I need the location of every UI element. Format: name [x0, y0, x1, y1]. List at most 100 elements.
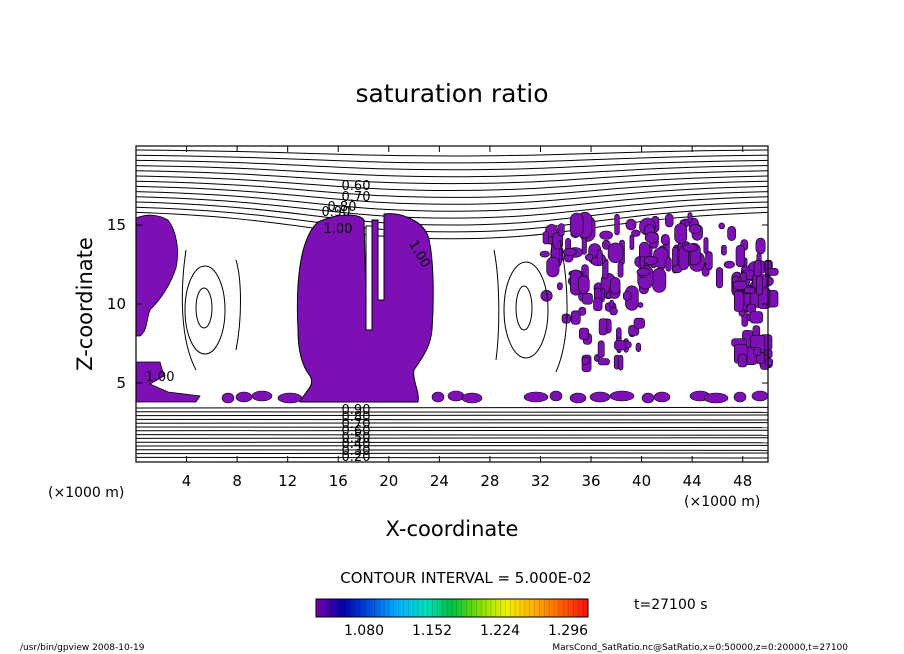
- cloud-blob: [581, 356, 590, 365]
- cloud-blob: [606, 291, 611, 299]
- lower-contour-line: [135, 456, 769, 459]
- x-tick-label: 24: [430, 472, 449, 490]
- upper-contour-line: [135, 175, 769, 192]
- low-cloud-patch: [703, 392, 729, 404]
- cloud-blob: [578, 327, 589, 340]
- cloud-blob: [735, 244, 745, 268]
- lower-contour-line: [135, 444, 769, 447]
- chart-title: saturation ratio: [355, 79, 548, 108]
- cloud-blob: [715, 267, 723, 289]
- cloud-blob: [664, 213, 674, 228]
- central-cloud-gap: [365, 225, 373, 331]
- cloud-blob: [764, 358, 774, 366]
- low-cloud-patch: [447, 390, 465, 402]
- loop-contours: [181, 239, 568, 373]
- cloud-blob: [718, 222, 726, 230]
- cloud-blob: [597, 340, 605, 358]
- contour-label: 1.00: [324, 222, 353, 237]
- cloud-blob: [562, 248, 577, 256]
- colorbar-gradient: [316, 599, 588, 617]
- lower-contour-line: [135, 411, 769, 413]
- upper-contour-line: [135, 180, 769, 198]
- x-tick-label: 4: [182, 472, 192, 490]
- cloud-blob: [733, 280, 747, 290]
- x-tick-label: 28: [480, 472, 499, 490]
- cloud-blob: [578, 306, 587, 316]
- cloud-blob: [756, 275, 764, 296]
- contour-label: 0.60: [342, 179, 371, 194]
- upper-contour-line: [135, 191, 769, 212]
- low-cloud-patch: [549, 390, 563, 402]
- cloud-blob: [614, 213, 620, 236]
- contour-label: 0.80: [328, 200, 357, 215]
- cloud-blob: [633, 317, 645, 329]
- lower-contour-line: [135, 441, 769, 444]
- lower-contour-line: [135, 434, 769, 436]
- x-tick-label: 32: [531, 472, 550, 490]
- y-axis-label: Z-coordinate: [73, 237, 97, 371]
- cloud-blob: [557, 282, 563, 291]
- x-tick-label: 12: [278, 472, 297, 490]
- cloud-blob: [644, 231, 659, 244]
- footer-right: MarsCond_SatRatio.nc@SatRatio,x=0:50000,…: [552, 643, 848, 653]
- cloud-blob: [597, 358, 610, 366]
- low-cloud-patch: [235, 391, 253, 403]
- cloud-blob: [688, 224, 702, 235]
- cloud-blob: [610, 277, 621, 294]
- contour-label: 0.90: [342, 403, 371, 418]
- x-tick-label: 8: [232, 472, 242, 490]
- cloud-blob: [753, 347, 762, 356]
- footer-left: /usr/bin/gpview 2008-10-19: [20, 643, 145, 653]
- cloud-blob: [665, 257, 672, 272]
- cloud-blob: [636, 267, 651, 277]
- cloud-blob: [755, 237, 766, 255]
- contour-labels: 0.600.700.800.901.001.001.000.900.800.70…: [146, 179, 433, 465]
- lower-contour-line: [135, 452, 769, 455]
- contour-label: 0.70: [342, 417, 371, 432]
- low-cloud-patch: [653, 391, 671, 403]
- cloud-blob: [622, 291, 632, 301]
- y-tick-label: 10: [107, 295, 126, 313]
- y-tick-labels: 5 10 15: [107, 216, 126, 392]
- x-tick-label: 36: [581, 472, 600, 490]
- contour-label: 0.80: [342, 410, 371, 425]
- cloud-blob: [652, 267, 667, 293]
- y-axis-ticks: [136, 224, 768, 384]
- colorbar-tick-label: 1.296: [548, 623, 588, 639]
- cloud-blob: [635, 342, 642, 352]
- colorbar-tick-label: 1.152: [412, 623, 452, 639]
- lower-contour-line: [135, 437, 769, 439]
- upper-contour-line: [135, 154, 769, 164]
- upper-contour-line: [135, 170, 769, 185]
- upper-contour-line: [135, 165, 769, 178]
- upper-contour-line: [135, 159, 769, 171]
- low-cloud-patch: [733, 391, 747, 403]
- low-cloud-patch: [277, 392, 303, 404]
- cloud-blob: [542, 231, 549, 245]
- cloud-blob: [629, 234, 635, 250]
- x-axis-ticks: [186, 146, 744, 462]
- low-cloud-patch: [431, 391, 445, 403]
- colorbar-tick-label: 1.224: [480, 623, 520, 639]
- colorbar-tick-label: 1.080: [344, 623, 384, 639]
- colorbar-tick-labels: 1.080 1.152 1.224 1.296: [344, 623, 588, 639]
- upper-contour-line: [135, 201, 769, 226]
- contour-label: 0.40: [342, 437, 371, 452]
- cloud-blob: [740, 272, 747, 282]
- cloud-blob: [593, 297, 603, 311]
- contour-label: 1.00: [146, 370, 175, 385]
- contour-label: 0.90: [322, 205, 351, 220]
- low-cloud-patch: [751, 390, 769, 402]
- contour-label: 0.50: [342, 431, 371, 446]
- cloud-blob: [625, 218, 637, 231]
- x-tick-label: 48: [733, 472, 752, 490]
- x-tick-label: 44: [683, 472, 702, 490]
- cloud-blob: [749, 311, 763, 324]
- y-tick-label: 15: [107, 216, 126, 234]
- contour-label: 0.60: [342, 424, 371, 439]
- cloud-blob: [609, 307, 618, 316]
- contour-label: 0.70: [342, 190, 371, 205]
- cloud-blob: [637, 302, 644, 308]
- x-axis-label: X-coordinate: [386, 517, 519, 541]
- low-cloud-patch: [609, 390, 635, 402]
